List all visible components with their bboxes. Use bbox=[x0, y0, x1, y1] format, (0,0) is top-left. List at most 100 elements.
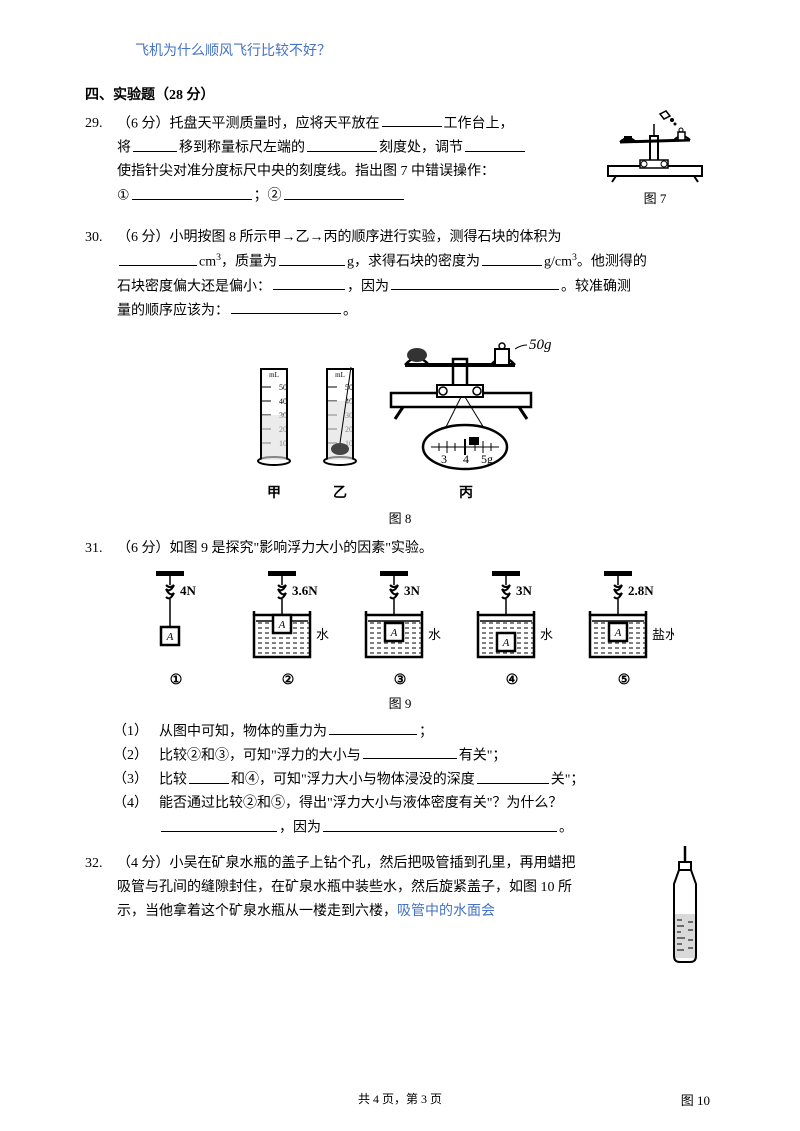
q29-t7: ① bbox=[117, 189, 130, 204]
q29-block: 图 7 29. （6 分）托盘天平测质量时，应将天平放在工作台上， 将移到称量标… bbox=[85, 112, 715, 214]
q30-t2: cm bbox=[199, 255, 216, 270]
q30-t10: 量的顺序应该为： bbox=[117, 303, 229, 318]
q29-t2: 工作台上， bbox=[444, 116, 514, 131]
svg-text:A: A bbox=[614, 627, 622, 639]
q30-t9: 。较准确测 bbox=[561, 279, 631, 294]
fig9-container: 4NA①3.6NA水②3NA水③3NA水④2.8NA盐水⑤ 图 9 bbox=[85, 569, 715, 712]
jia-caption: 甲 bbox=[249, 482, 299, 502]
q32-t2: 吸管与孔间的缝隙封住，在矿泉水瓶中装些水，然后旋紧盖子，如图 10 所 bbox=[117, 880, 572, 895]
q32-block: 32. （4 分）小吴在矿泉水瓶的盖子上钻个孔，然后把吸管插到孔里，再用蜡把 吸… bbox=[85, 852, 715, 923]
fig8-jia: mL 50 40 30 20 10 甲 bbox=[249, 363, 299, 502]
svg-text:3: 3 bbox=[441, 452, 447, 466]
sub-num: （3） bbox=[113, 768, 159, 792]
fig9-label: 图 9 bbox=[85, 693, 715, 712]
svg-text:40: 40 bbox=[279, 397, 287, 406]
q31-t1: （6 分）如图 9 是探究"影响浮力大小的因素"实验。 bbox=[117, 541, 433, 556]
svg-text:5g: 5g bbox=[481, 452, 493, 466]
sub-text: 能否通过比较②和⑤，得出"浮力大小与液体密度有关"？为什么？ bbox=[159, 796, 562, 811]
yi-caption: 乙 bbox=[315, 482, 365, 502]
fig9-item-1: 4NA① bbox=[126, 569, 226, 689]
q30-t3: ，质量为 bbox=[221, 255, 277, 270]
svg-text:2.8N: 2.8N bbox=[628, 583, 654, 598]
blank bbox=[119, 250, 197, 265]
bing-caption: 丙 bbox=[381, 482, 551, 502]
q29-body: （6 分）托盘天平测质量时，应将天平放在工作台上， 将移到称量标尺左端的刻度处，… bbox=[113, 112, 585, 208]
q29-t1: （6 分）托盘天平测质量时，应将天平放在 bbox=[117, 116, 380, 131]
svg-text:mL: mL bbox=[335, 371, 345, 379]
q30-t1: （6 分）小明按图 8 所示甲→乙→丙的顺序进行实验，测得石块的体积为 bbox=[117, 230, 562, 245]
q30-body: （6 分）小明按图 8 所示甲→乙→丙的顺序进行实验，测得石块的体积为 cm3，… bbox=[113, 226, 715, 323]
fig8-container: mL 50 40 30 20 10 甲 mL 50 40 30 bbox=[85, 333, 715, 527]
fig9-item-5: 2.8NA盐水⑤ bbox=[574, 569, 674, 689]
svg-text:50g: 50g bbox=[529, 337, 551, 353]
q31-body: （6 分）如图 9 是探究"影响浮力大小的因素"实验。 bbox=[113, 537, 715, 561]
sub-after: 关"； bbox=[551, 773, 585, 788]
svg-text:A: A bbox=[166, 631, 174, 643]
blank bbox=[189, 768, 229, 783]
q31-sub3: （3） 比较和④，可知"浮力大小与物体浸没的深度关"； bbox=[113, 768, 715, 792]
fig9-item-3: 3NA水③ bbox=[350, 569, 450, 689]
svg-text:50: 50 bbox=[279, 383, 287, 392]
fig9-item-2: 3.6NA水② bbox=[238, 569, 338, 689]
sub-num: （2） bbox=[113, 744, 159, 768]
svg-text:4N: 4N bbox=[180, 583, 197, 598]
q31-sub2: （2） 比较②和③，可知"浮力的大小与有关"； bbox=[113, 744, 715, 768]
sub-num: （1） bbox=[113, 720, 159, 744]
blank bbox=[482, 250, 542, 265]
fig7-balance-icon bbox=[600, 108, 710, 184]
q32-t3-blue: 吸管中的水面会 bbox=[397, 904, 495, 919]
blank bbox=[132, 184, 252, 199]
svg-text:水: 水 bbox=[428, 627, 441, 642]
blank bbox=[477, 768, 549, 783]
sub-text: 从图中可知，物体的重力为 bbox=[159, 724, 327, 739]
cylinder-jia-icon: mL 50 40 30 20 10 bbox=[249, 363, 299, 473]
q30-t8: ，因为 bbox=[347, 279, 389, 294]
svg-text:3N: 3N bbox=[404, 583, 421, 598]
blank bbox=[382, 112, 442, 127]
fig8-label: 图 8 bbox=[85, 508, 715, 527]
blank bbox=[161, 816, 277, 831]
q29-t6: 使指针尖对准分度标尺中央的刻度线。指出图 7 中错误操作： bbox=[117, 164, 495, 179]
section4-title: 四、实验题（28 分） bbox=[85, 84, 715, 104]
balance-bing-icon: 50g 3 bbox=[381, 333, 551, 473]
q29-number: 29. bbox=[85, 112, 113, 136]
q30-t6: 。他测得的 bbox=[577, 255, 647, 270]
blank bbox=[273, 275, 345, 290]
q32-body: （4 分）小吴在矿泉水瓶的盖子上钻个孔，然后把吸管插到孔里，再用蜡把 吸管与孔间… bbox=[113, 852, 649, 923]
sub-text: ，因为 bbox=[279, 821, 321, 836]
svg-text:3.6N: 3.6N bbox=[292, 583, 318, 598]
q31-number: 31. bbox=[85, 537, 113, 561]
blank bbox=[323, 816, 557, 831]
sub-after: ； bbox=[419, 724, 433, 739]
q31-sub4: （4） 能否通过比较②和⑤，得出"浮力大小与液体密度有关"？为什么？ ，因为。 bbox=[113, 792, 715, 840]
q32-t3: 示，当他拿着这个矿泉水瓶从一楼走到六楼， bbox=[117, 904, 397, 919]
sub-after: 有关"； bbox=[459, 748, 507, 763]
q29-t5: 刻度处，调节 bbox=[379, 141, 463, 156]
fig7-container: 图 7 bbox=[595, 108, 715, 207]
bottle-icon bbox=[662, 844, 708, 964]
q29-t4: 移到称量标尺左端的 bbox=[179, 141, 305, 156]
fig10-label: 图 10 bbox=[681, 1090, 710, 1109]
fig8-bing: 50g 3 bbox=[381, 333, 551, 502]
svg-text:水: 水 bbox=[316, 627, 329, 642]
sub-num: （4） bbox=[113, 792, 159, 840]
svg-text:盐水: 盐水 bbox=[652, 627, 674, 642]
blank bbox=[279, 250, 345, 265]
blank bbox=[231, 299, 341, 314]
svg-text:A: A bbox=[502, 637, 510, 649]
svg-text:3N: 3N bbox=[516, 583, 533, 598]
blank bbox=[363, 744, 457, 759]
svg-text:水: 水 bbox=[540, 627, 553, 642]
cylinder-yi-icon: mL 50 40 30 20 10 bbox=[315, 363, 365, 473]
svg-text:50: 50 bbox=[345, 383, 353, 392]
q32-t1: （4 分）小吴在矿泉水瓶的盖子上钻个孔，然后把吸管插到孔里，再用蜡把 bbox=[117, 856, 576, 871]
fig10-container bbox=[655, 844, 715, 964]
q31-block: 31. （6 分）如图 9 是探究"影响浮力大小的因素"实验。 4NA①3.6N… bbox=[85, 537, 715, 840]
blank bbox=[329, 720, 417, 735]
fig7-label: 图 7 bbox=[595, 188, 715, 207]
blank bbox=[133, 136, 177, 151]
q32-number: 32. bbox=[85, 852, 113, 876]
q29-t8: ；② bbox=[254, 189, 282, 204]
fig8-yi: mL 50 40 30 20 10 乙 bbox=[315, 363, 365, 502]
q31-sub1: （1） 从图中可知，物体的重力为 ； bbox=[113, 720, 715, 744]
